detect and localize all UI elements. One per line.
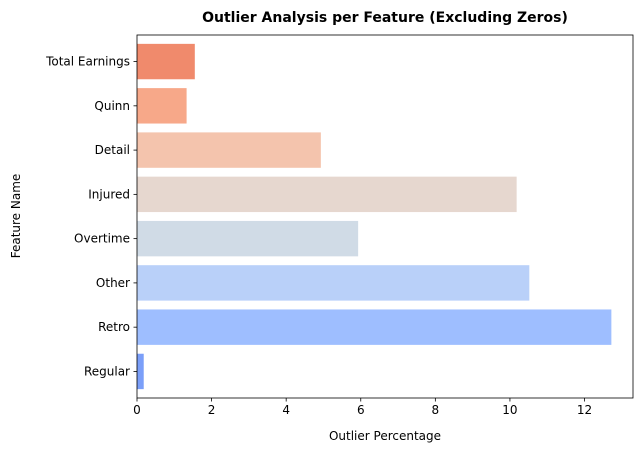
x-tick-label: 0	[133, 403, 141, 417]
bars-group	[137, 43, 612, 390]
bar-overtime	[137, 220, 359, 257]
y-tick-label: Detail	[95, 143, 130, 157]
x-tick-label: 2	[208, 403, 216, 417]
bar-other	[137, 265, 530, 301]
chart-title: Outlier Analysis per Feature (Excluding …	[202, 10, 568, 26]
x-tick-label: 10	[502, 403, 517, 417]
bar-detail	[137, 132, 321, 168]
y-tick-label: Regular	[84, 364, 130, 378]
bar-injured	[137, 176, 517, 213]
y-tick-label: Other	[96, 276, 130, 290]
plot-frame	[136, 34, 634, 399]
x-tick-label: 8	[432, 403, 440, 417]
bar-regular	[137, 353, 144, 390]
x-axis-ticks: 0 2 4 6 8 10 12	[133, 398, 592, 417]
y-axis-label: Feature Name	[9, 174, 23, 259]
y-tick-label: Quinn	[94, 99, 130, 113]
x-axis-label: Outlier Percentage	[329, 429, 441, 443]
y-tick-label: Overtime	[74, 232, 130, 246]
x-tick-label: 12	[577, 403, 592, 417]
bar-total-earnings	[137, 43, 195, 80]
bar-retro	[137, 309, 612, 345]
x-tick-label: 4	[282, 403, 290, 417]
y-tick-label: Injured	[88, 187, 130, 201]
bar-quinn	[137, 88, 187, 124]
y-axis-ticks: Regular Retro Other Overtime Injured Detail Qu…	[45, 55, 137, 378]
y-tick-label: Total Earnings	[45, 55, 130, 69]
x-tick-label: 6	[357, 403, 365, 417]
y-tick-label: Retro	[98, 320, 130, 334]
